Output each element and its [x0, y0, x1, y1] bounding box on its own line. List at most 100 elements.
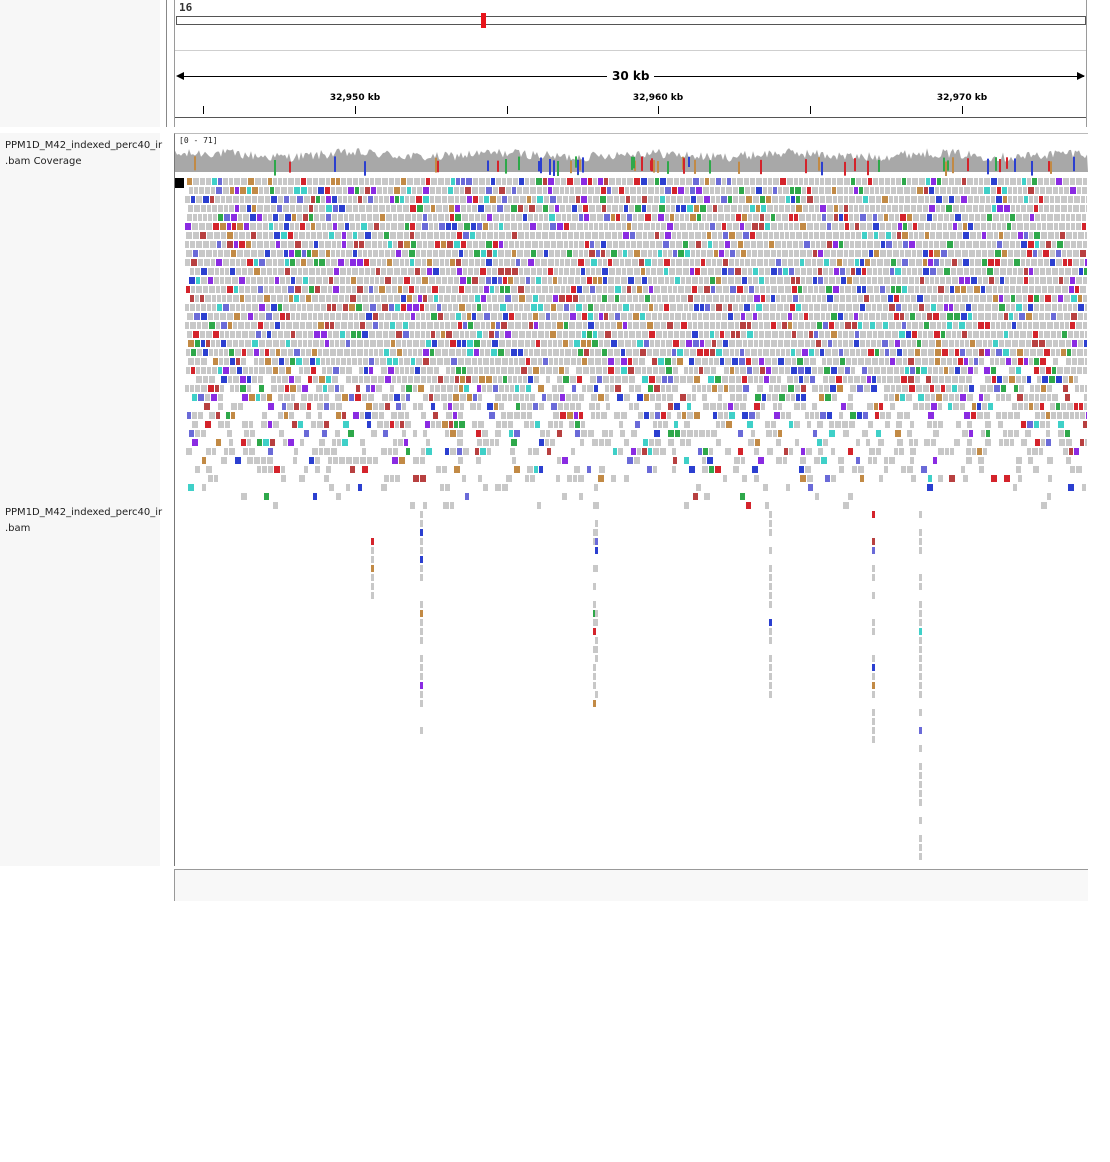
read-segment — [635, 421, 640, 428]
read-segment — [362, 466, 368, 473]
read-segment — [689, 466, 695, 473]
read-segment — [987, 268, 993, 275]
read-segment — [476, 430, 481, 437]
read-segment — [817, 295, 821, 302]
read-segment — [231, 403, 237, 410]
ideogram-region-marker[interactable] — [481, 13, 486, 28]
read-segment — [785, 358, 791, 365]
selected-read-marker[interactable] — [175, 178, 184, 188]
chromosome-ideogram[interactable] — [176, 16, 1086, 25]
read-segment — [1034, 421, 1039, 428]
feature-panel[interactable] — [174, 869, 1088, 901]
read-segment — [1082, 484, 1086, 491]
read-segment — [1013, 196, 1017, 203]
read-segment — [257, 223, 262, 230]
read-segment — [551, 313, 557, 320]
read-segment — [277, 250, 283, 257]
read-segment — [757, 385, 763, 392]
read-segment — [495, 430, 501, 437]
read-segment — [625, 340, 631, 347]
read-segment — [458, 457, 463, 464]
read-segment — [441, 385, 446, 392]
read-segment — [723, 286, 729, 293]
ruler-panel[interactable]: 16 30 kb 32,950 kb 32,960 kb 32,970 kb — [174, 0, 1087, 127]
panel-divider[interactable] — [166, 0, 167, 127]
read-segment — [545, 322, 551, 329]
read-segment — [655, 178, 659, 185]
read-segment — [410, 205, 416, 212]
read-segment — [1029, 232, 1033, 239]
arrow-right-icon — [1077, 72, 1085, 80]
read-segment — [414, 376, 420, 383]
read-segment — [812, 295, 816, 302]
read-segment — [486, 376, 492, 383]
read-segment — [1046, 367, 1051, 374]
read-segment — [591, 259, 597, 266]
read-segment — [1002, 412, 1007, 419]
read-segment — [896, 421, 902, 428]
read-segment — [218, 403, 223, 410]
read-segment — [934, 250, 940, 257]
alignment-track-name[interactable]: PPM1D_M42_indexed_perc40_ir .bam — [5, 507, 163, 534]
coverage-track-name[interactable]: PPM1D_M42_indexed_perc40_ir .bam Coverag… — [5, 140, 163, 167]
read-segment — [357, 286, 363, 293]
read-segment — [973, 205, 978, 212]
read-segment — [887, 250, 892, 257]
read-segment — [651, 295, 656, 302]
read-segment — [745, 349, 750, 356]
read-segment — [467, 340, 473, 347]
read-segment — [203, 349, 208, 356]
read-segment — [810, 376, 815, 383]
read-segment — [429, 277, 435, 284]
read-segment — [477, 313, 483, 320]
alignment-track[interactable] — [175, 134, 1088, 865]
read-segment — [1064, 367, 1070, 374]
read-segment — [393, 448, 398, 455]
read-segment — [919, 844, 922, 851]
read-segment — [341, 250, 345, 257]
read-segment — [322, 223, 326, 230]
read-segment — [220, 385, 224, 392]
read-segment — [442, 304, 447, 311]
data-panel[interactable]: [0 - 71] — [174, 133, 1088, 866]
read-segment — [836, 277, 840, 284]
read-segment — [658, 313, 662, 320]
read-segment — [608, 286, 614, 293]
read-segment — [552, 322, 556, 329]
read-segment — [186, 232, 192, 239]
read-segment — [238, 322, 244, 329]
read-segment — [754, 376, 758, 383]
read-segment — [379, 205, 385, 212]
read-segment — [1010, 241, 1015, 248]
read-segment — [974, 178, 978, 185]
read-segment — [249, 367, 253, 374]
read-segment — [876, 313, 880, 320]
read-segment — [448, 403, 452, 410]
coverage-track[interactable] — [175, 134, 1088, 176]
read-segment — [788, 385, 794, 392]
read-segment — [574, 241, 578, 248]
read-segment — [992, 376, 996, 383]
read-segment — [856, 196, 862, 203]
read-segment — [769, 619, 772, 626]
read-segment — [185, 322, 189, 329]
read-segment — [265, 349, 269, 356]
read-segment — [953, 205, 959, 212]
read-segment — [738, 448, 743, 455]
read-segment — [423, 214, 427, 221]
read-segment — [495, 286, 499, 293]
read-segment — [288, 187, 293, 194]
read-segment — [1044, 205, 1049, 212]
read-segment — [1064, 313, 1070, 320]
read-segment — [907, 322, 911, 329]
read-segment — [1024, 394, 1028, 401]
read-segment — [916, 313, 921, 320]
read-segment — [259, 187, 263, 194]
read-segment — [1057, 367, 1063, 374]
read-segment — [480, 268, 486, 275]
read-segment — [796, 349, 801, 356]
read-segment — [1024, 223, 1029, 230]
read-segment — [403, 331, 409, 338]
read-segment — [873, 268, 877, 275]
ruler-tick-label: 32,970 kb — [936, 93, 988, 103]
